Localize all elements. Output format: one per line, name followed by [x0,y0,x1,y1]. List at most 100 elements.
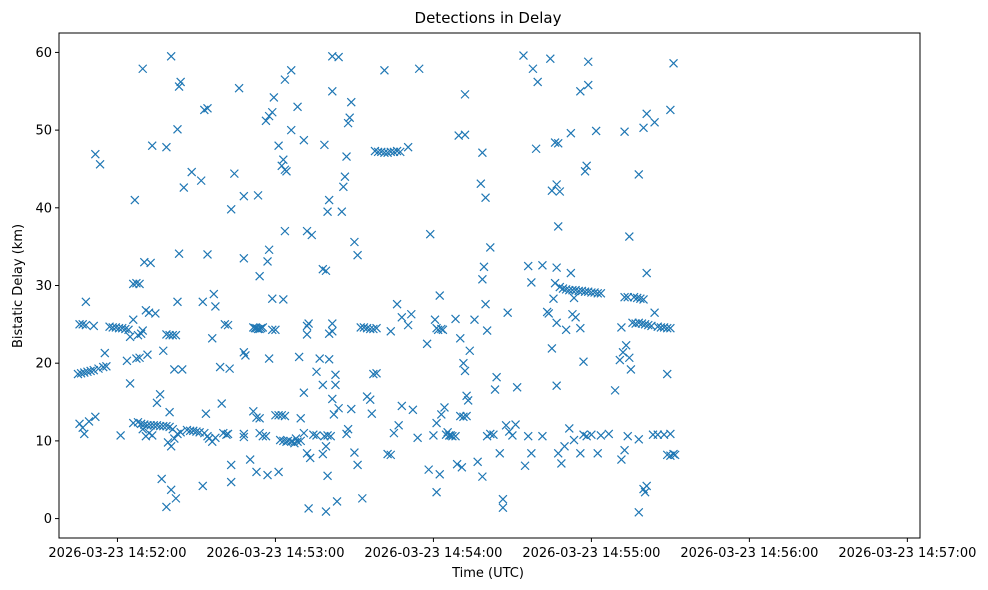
data-point [267,325,277,335]
data-point [345,113,355,123]
data-point [414,64,424,74]
data-point [280,411,290,421]
data-point [470,315,479,325]
y-tick-label: 20 [35,357,52,372]
data-point [413,433,423,443]
data-point [90,149,100,159]
data-point [209,289,219,299]
data-point [545,54,555,64]
data-point [621,340,631,350]
data-point [187,167,197,177]
data-point [481,299,490,309]
data-point [255,271,265,281]
x-tick-label: 2026-03-23 14:52:00 [48,546,186,561]
data-point [616,455,626,464]
data-point [626,364,636,374]
data-point [460,366,470,376]
data-point [593,448,603,458]
data-point [203,249,212,259]
data-point [455,333,465,343]
data-point [280,226,290,236]
x-tick-label: 2026-03-23 14:54:00 [364,546,502,561]
data-point [368,369,378,379]
data-point [368,324,378,334]
x-axis-label: Time (UTC) [451,566,524,581]
data-point [394,420,404,430]
data-point [138,326,148,335]
y-tick-label: 0 [44,512,52,527]
data-point [634,169,644,179]
data-point [324,354,334,364]
data-point [177,364,187,374]
data-point [422,339,432,349]
data-point [631,319,641,328]
data-point [424,465,434,475]
data-point [174,82,184,92]
data-point [397,401,407,411]
data-point [455,411,465,421]
data-point [263,256,272,266]
data-point [583,57,593,67]
data-point [334,403,344,413]
data-point [331,370,340,380]
data-point [168,424,178,434]
data-point [321,266,331,276]
data-point [162,142,171,152]
data-point [623,292,633,302]
data-point [271,325,280,335]
data-point [459,358,468,368]
data-point [326,431,336,441]
data-point [465,346,475,356]
data-point [501,420,511,430]
data-point [479,262,489,272]
data-point [624,232,634,241]
data-point [395,147,405,157]
data-point [620,292,629,302]
data-point [403,142,413,152]
data-point [155,421,165,431]
data-point [639,123,648,133]
data-point [122,356,132,366]
data-point [252,467,261,477]
data-point [430,315,440,325]
data-point [319,140,329,150]
data-point [81,297,91,307]
data-point [125,378,135,388]
data-point [135,353,144,363]
data-point [447,431,457,441]
plot-area [58,32,921,539]
y-tick-label: 60 [35,46,52,61]
data-point [440,403,449,412]
data-point [147,141,157,151]
data-point [210,302,220,311]
data-point [383,449,393,459]
data-point [321,507,331,517]
data-point [152,398,162,408]
data-point [564,285,574,295]
data-point [89,365,99,375]
data-point [321,441,331,451]
data-point [173,297,182,307]
data-point [620,445,629,455]
data-point [196,176,206,186]
data-point [261,431,271,441]
data-point [319,431,329,441]
data-point [552,180,562,189]
data-point [477,274,487,284]
data-point [223,429,233,439]
data-point [89,321,99,331]
data-point [552,318,562,328]
data-point [312,367,321,377]
data-point [343,118,353,128]
data-point [163,438,173,447]
data-point [179,183,189,193]
data-point [327,86,337,96]
data-point [332,497,342,506]
data-point [239,432,249,442]
data-point [408,405,418,415]
data-point [143,420,152,430]
data-point [519,51,528,60]
data-point [261,116,271,126]
data-point [582,161,592,171]
